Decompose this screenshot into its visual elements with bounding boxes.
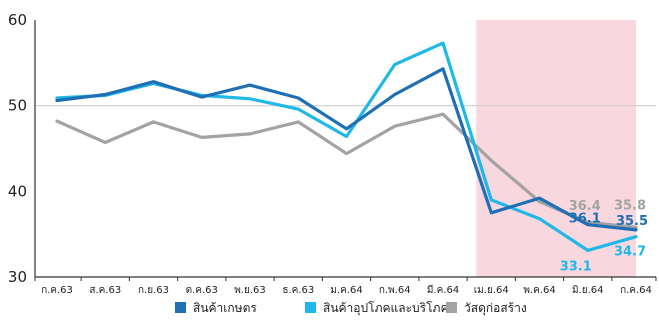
x-tick-label: ธ.ค.63 <box>282 285 314 296</box>
highlight-region <box>476 20 636 277</box>
series-line-2 <box>55 112 638 229</box>
legend-swatch <box>175 302 186 313</box>
x-tick-labels: ก.ค.63 ส.ค.63 ก.ย.63 ต.ค.63 พ.ย.63 ธ.ค.63 ม.ค.… <box>41 284 652 296</box>
axes <box>34 20 657 281</box>
y-tick-label: 50 <box>8 97 27 115</box>
x-tick-label: ก.พ.64 <box>379 285 411 296</box>
x-tick-label: มี.ค.64 <box>427 284 459 296</box>
data-labels: 36.436.1 33.1 35.835.5 34.7 <box>560 198 648 274</box>
legend: สินค้าเกษตร สินค้าอุปโภคและบริโภค วัสดุก่อ… <box>175 301 527 316</box>
series-lines <box>55 41 638 252</box>
x-tick-label: ก.ค.64 <box>620 285 652 296</box>
legend-item: วัสดุก่อสร้าง <box>446 301 527 316</box>
legend-label: สินค้าอุปโภคและบริโภค <box>323 301 448 316</box>
legend-item: สินค้าอุปโภคและบริโภค <box>305 301 448 316</box>
x-tick-label: ส.ค.63 <box>89 285 121 296</box>
data-label: 35.8 <box>614 198 646 213</box>
x-tick-label: มิ.ย.64 <box>572 285 604 296</box>
highlight-rect <box>476 20 636 277</box>
data-label: 34.7 <box>614 245 646 260</box>
x-tick-label: พ.ย.63 <box>234 285 266 296</box>
y-tick-label: 40 <box>8 182 27 200</box>
x-tick-label: ก.ย.63 <box>138 285 169 296</box>
legend-label: สินค้าเกษตร <box>193 301 257 315</box>
data-label: 33.1 <box>560 259 592 274</box>
legend-label: วัสดุก่อสร้าง <box>464 301 527 316</box>
y-tick-labels: 30 40 50 60 <box>8 11 27 286</box>
legend-swatch <box>446 302 457 313</box>
x-tick-label: ต.ค.63 <box>186 285 218 296</box>
y-tick-label: 30 <box>8 268 27 286</box>
x-tick-label: พ.ค.64 <box>523 285 555 296</box>
data-label: 36.1 <box>569 212 601 227</box>
legend-swatch <box>305 302 316 313</box>
data-label: 35.5 <box>616 214 648 229</box>
data-label: 36.4 <box>569 199 601 214</box>
legend-item: สินค้าเกษตร <box>175 301 257 315</box>
x-tick-label: เม.ย.64 <box>474 285 509 296</box>
x-tick-label: ม.ค.64 <box>330 285 362 296</box>
series-line-0 <box>55 67 638 232</box>
x-tick-label: ก.ค.63 <box>41 285 73 296</box>
y-tick-label: 60 <box>8 11 27 29</box>
series-line-1 <box>55 41 638 252</box>
